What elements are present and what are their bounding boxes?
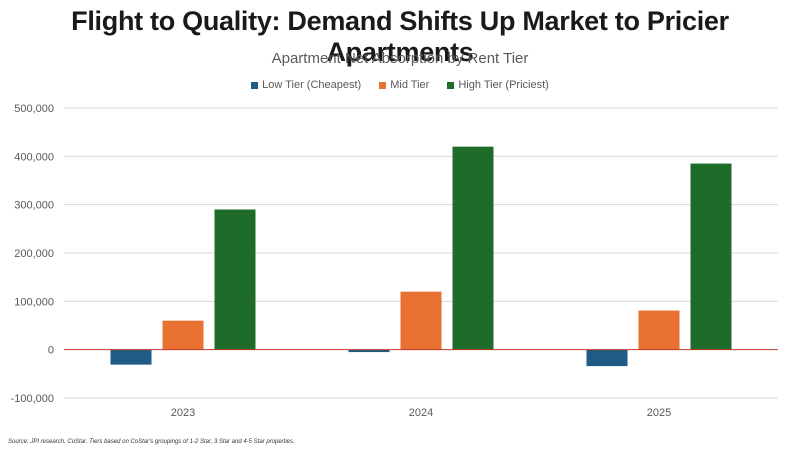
chart-title: Apartment Net Absorption by Rent Tier bbox=[271, 50, 529, 67]
legend-label: Mid Tier bbox=[390, 79, 430, 91]
legend-label: Low Tier (Cheapest) bbox=[262, 79, 362, 91]
bar-high-tier-2025 bbox=[690, 163, 732, 350]
bar-high-tier-2023 bbox=[214, 209, 256, 350]
chart-legend: Low Tier (Cheapest) Mid Tier High Tier (Pr… bbox=[0, 79, 800, 91]
bar-low-tier-2025 bbox=[586, 349, 628, 367]
y-tick-label: -100,000 bbox=[11, 393, 54, 405]
y-tick-label: 300,000 bbox=[14, 200, 54, 212]
y-tick-label: 200,000 bbox=[14, 248, 54, 260]
bar-mid-tier-2025 bbox=[638, 310, 680, 350]
x-tick-label: 2023 bbox=[171, 407, 195, 419]
bar-low-tier-2023 bbox=[110, 349, 152, 365]
y-tick-label: 0 bbox=[48, 345, 54, 357]
page-title: Flight to Quality: Demand Shifts Up Mark… bbox=[71, 6, 729, 67]
legend-swatch bbox=[447, 81, 455, 89]
legend-swatch bbox=[251, 81, 259, 89]
y-tick-label: 100,000 bbox=[14, 296, 54, 308]
y-tick-label: 500,000 bbox=[14, 103, 54, 115]
legend-swatch bbox=[379, 81, 387, 89]
x-tick-label: 2025 bbox=[647, 407, 671, 419]
bar-high-tier-2024 bbox=[452, 146, 494, 350]
legend-item: High Tier (Priciest) bbox=[447, 79, 549, 91]
x-tick-label: 2024 bbox=[409, 407, 433, 419]
legend-label: High Tier (Priciest) bbox=[458, 79, 549, 91]
y-tick-label: 400,000 bbox=[14, 151, 54, 163]
bar-low-tier-2024 bbox=[348, 349, 390, 353]
legend-item: Mid Tier bbox=[379, 79, 429, 91]
bar-mid-tier-2023 bbox=[162, 320, 204, 350]
legend-item: Low Tier (Cheapest) bbox=[251, 79, 361, 91]
bar-mid-tier-2024 bbox=[400, 291, 442, 350]
source-note: Source: JPI research, CoStar. Tiers base… bbox=[8, 439, 295, 445]
